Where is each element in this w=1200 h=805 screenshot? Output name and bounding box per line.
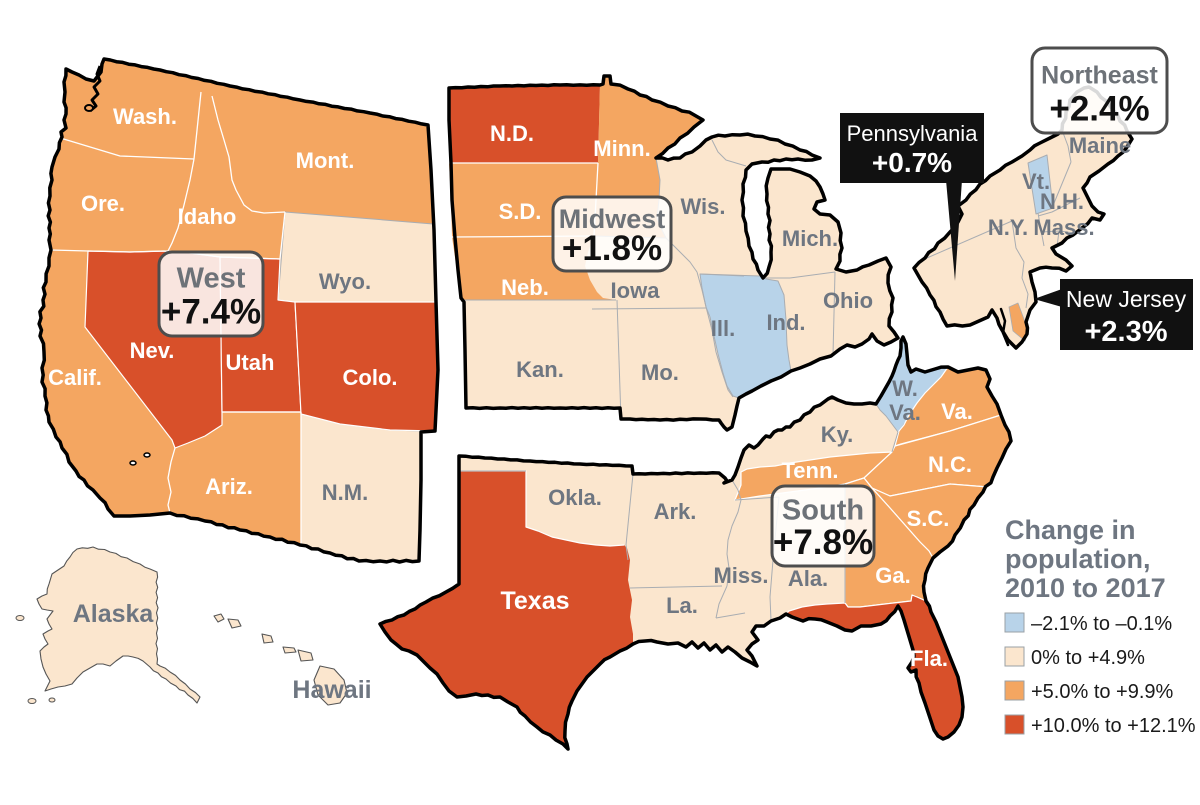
svg-text:Ind.: Ind. (766, 310, 805, 335)
svg-text:West: West (177, 262, 246, 294)
svg-text:+5.0% to +9.9%: +5.0% to +9.9% (1031, 681, 1174, 703)
svg-text:Okla.: Okla. (548, 485, 602, 510)
svg-text:Tenn.: Tenn. (781, 458, 838, 483)
svg-text:South: South (782, 495, 864, 527)
svg-text:Kan.: Kan. (516, 357, 564, 382)
svg-text:+7.4%: +7.4% (161, 292, 261, 331)
svg-text:Mass.: Mass. (1033, 215, 1094, 240)
svg-text:Alaska: Alaska (73, 600, 155, 628)
svg-text:–2.1% to –0.1%: –2.1% to –0.1% (1031, 613, 1172, 635)
svg-text:Colo.: Colo. (343, 365, 398, 390)
svg-text:+2.4%: +2.4% (1049, 89, 1149, 128)
svg-text:Vt.: Vt. (1022, 169, 1050, 194)
svg-text:0% to +4.9%: 0% to +4.9% (1031, 647, 1145, 669)
svg-text:Ala.: Ala. (788, 566, 828, 591)
svg-text:Va.: Va. (941, 399, 973, 424)
svg-text:S.C.: S.C. (907, 506, 950, 531)
svg-text:Ohio: Ohio (823, 288, 873, 313)
svg-text:Maine: Maine (1069, 133, 1131, 158)
svg-text:Ill.: Ill. (711, 316, 735, 341)
svg-text:+0.7%: +0.7% (872, 147, 952, 178)
svg-text:Mont.: Mont. (296, 148, 355, 173)
svg-text:N.M.: N.M. (322, 480, 368, 505)
svg-text:Utah: Utah (226, 350, 275, 375)
svg-text:La.: La. (666, 593, 698, 618)
svg-text:N.Y.: N.Y. (988, 215, 1028, 240)
svg-text:Va.: Va. (889, 400, 921, 425)
svg-text:N.C.: N.C. (928, 452, 972, 477)
svg-text:Minn.: Minn. (593, 136, 650, 161)
svg-text:N.D.: N.D. (490, 121, 534, 146)
svg-text:Wash.: Wash. (113, 104, 177, 129)
svg-text:Miss.: Miss. (713, 563, 768, 588)
svg-text:Wyo.: Wyo. (319, 269, 371, 294)
svg-text:Northeast: Northeast (1041, 62, 1158, 90)
svg-text:population,: population, (1005, 544, 1150, 574)
svg-text:Hawaii: Hawaii (292, 676, 371, 704)
svg-text:+10.0% to +12.1%: +10.0% to +12.1% (1031, 715, 1196, 737)
svg-text:Texas: Texas (500, 587, 569, 615)
svg-text:Ga.: Ga. (875, 563, 910, 588)
svg-text:New Jersey: New Jersey (1066, 286, 1187, 312)
svg-text:Pennsylvania: Pennsylvania (847, 121, 979, 146)
svg-text:Neb.: Neb. (501, 275, 549, 300)
svg-text:Fla.: Fla. (910, 646, 948, 671)
svg-text:Ark.: Ark. (654, 499, 697, 524)
svg-text:W.: W. (892, 376, 918, 401)
svg-text:Ky.: Ky. (821, 422, 854, 447)
svg-text:+2.3%: +2.3% (1084, 316, 1167, 348)
svg-text:N.H.: N.H. (1040, 189, 1084, 214)
svg-text:Change in: Change in (1005, 515, 1136, 545)
svg-text:+1.8%: +1.8% (562, 229, 662, 268)
svg-text:+7.8%: +7.8% (773, 523, 873, 562)
svg-text:2010 to 2017: 2010 to 2017 (1005, 573, 1166, 603)
svg-text:S.D.: S.D. (499, 199, 542, 224)
svg-text:Wis.: Wis. (680, 194, 725, 219)
svg-text:Idaho: Idaho (178, 204, 237, 229)
svg-text:Calif.: Calif. (48, 365, 102, 390)
svg-text:Mo.: Mo. (641, 360, 679, 385)
svg-text:Mich.: Mich. (782, 226, 838, 251)
svg-text:Ore.: Ore. (81, 191, 125, 216)
svg-text:Ariz.: Ariz. (205, 474, 253, 499)
svg-text:Nev.: Nev. (130, 338, 175, 363)
svg-text:Midwest: Midwest (559, 204, 666, 234)
svg-text:Iowa: Iowa (611, 278, 661, 303)
